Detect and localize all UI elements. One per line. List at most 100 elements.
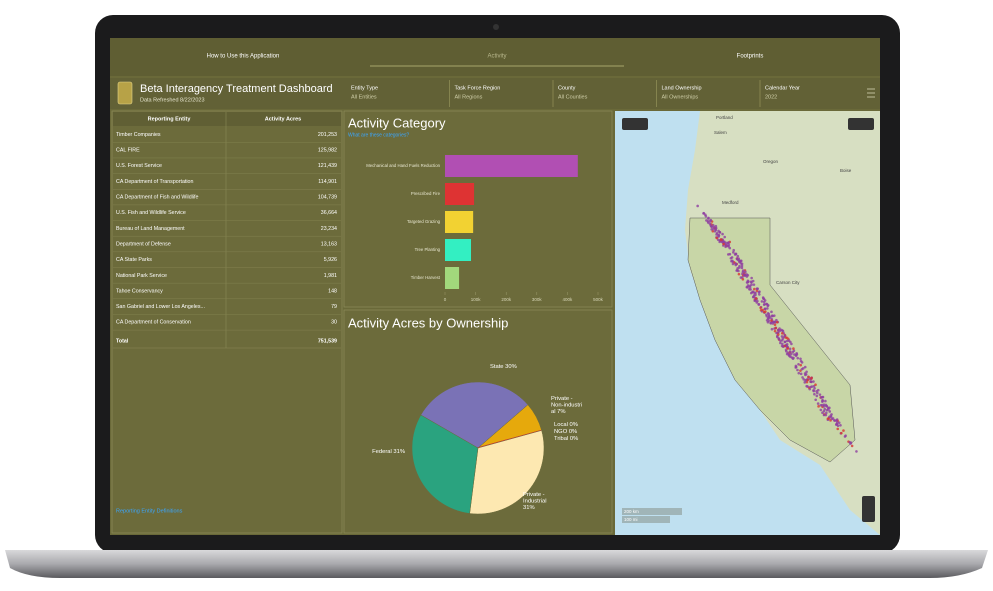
map-point [744,274,747,277]
map-point [791,357,795,361]
row-entity[interactable]: National Park Service [116,273,167,279]
map-point [759,306,762,310]
row-entity[interactable]: CA Department of Fish and Wildlife [116,195,198,201]
map-point [756,287,759,291]
map-point [797,371,801,375]
row-entity[interactable]: San Gabriel and Lower Los Angeles... [116,304,205,310]
map-point [765,313,768,317]
map-point [833,419,836,422]
filter-label[interactable]: Land Ownership [662,85,702,91]
map-point [751,295,755,299]
map-point [741,270,745,274]
map-point [732,251,735,254]
bar[interactable] [445,183,475,205]
x-tick-label: 0 [444,297,447,302]
bar-category: Prescribed Fire [411,191,441,196]
row-entity[interactable]: Tahoe Conservancy [116,288,163,294]
nav-tab[interactable]: How to Use this Application [207,54,280,60]
pie-slice[interactable] [469,430,545,515]
map-point [775,331,778,335]
filter-label[interactable]: Task Force Region [455,85,501,91]
row-entity[interactable]: U.S. Forest Service [116,163,162,169]
row-entity[interactable]: CA Department of Transportation [116,179,193,185]
map-point [781,329,785,333]
map-point [775,320,779,324]
map-point [810,385,814,388]
bar-category: Timber Harvest [411,275,441,280]
map-button[interactable] [622,118,648,130]
filter-value[interactable]: 2022 [765,94,777,100]
filter-value[interactable]: All Regions [455,94,483,100]
map-button[interactable] [848,118,874,130]
filter-label[interactable]: County [558,85,576,91]
pie-slice[interactable] [420,381,529,449]
map-point [813,392,816,396]
chart-title: Activity Acres by Ownership [348,315,508,330]
bar[interactable] [445,155,578,177]
map-point [733,253,737,256]
map-point [812,389,815,392]
map-point [773,320,777,324]
bar[interactable] [445,267,460,289]
map-point [740,264,744,268]
filter-value[interactable]: All Counties [558,94,588,100]
pie-label: Local 0% [554,422,578,428]
filter-label[interactable]: Entity Type [351,85,378,91]
x-tick-label: 400k [563,297,574,302]
pie-label-line: Tribal 0% [554,436,578,442]
map-point [737,266,741,269]
map-point [806,385,809,388]
map-point [737,257,741,261]
map-point [763,307,767,311]
map-point [788,350,792,353]
header-bar [110,78,880,109]
pie-label-line: Non-industri [551,402,582,408]
row-entity[interactable]: Bureau of Land Management [116,226,185,232]
row-entity[interactable]: Department of Defense [116,241,171,247]
map-point [767,316,770,320]
map-point [790,342,793,346]
map-point [766,304,770,308]
map-point [715,233,718,236]
map-point [843,435,847,438]
map-point [777,336,780,340]
filter-value[interactable]: All Entities [351,94,377,100]
pie-slice[interactable] [411,414,479,514]
map-point [737,269,740,273]
bar[interactable] [445,239,472,261]
map-point [855,450,858,453]
map-california [687,217,856,463]
nav-tab[interactable]: Activity [487,54,506,60]
pie-label-line: Private - [523,492,545,498]
map-point [720,240,724,244]
map-point [706,219,710,223]
table-footer-link[interactable]: Reporting Entity Definitions [116,508,183,514]
column-header: Activity Acres [265,116,301,122]
nav-tab[interactable]: Footprints [737,54,764,60]
row-entity[interactable]: Timber Companies [116,132,161,138]
bar[interactable] [445,211,474,233]
chart-subtitle[interactable]: What are these categories? [348,132,409,138]
row-entity[interactable]: CA State Parks [116,257,152,263]
map-point [797,362,800,366]
map-point [800,361,804,364]
map-point [773,329,777,333]
map-point [780,335,784,338]
map[interactable]: Portland Salem Oregon Boise Medford Carson Ci… [615,111,880,535]
row-entity[interactable]: U.S. Fish and Wildlife Service [116,210,186,216]
map-point [715,236,719,240]
map-point [723,235,726,239]
row-acres: 13,163 [321,241,337,247]
row-entity[interactable]: CAL FIRE [116,148,140,154]
map-point [750,281,753,284]
map-point [726,253,730,256]
map-point [737,272,741,276]
map-point [805,370,808,374]
map-place: Oregon [763,159,779,164]
filter-value[interactable]: All Ownerships [662,94,699,100]
menu-icon[interactable] [867,88,875,98]
filter-label[interactable]: Calendar Year [765,85,800,91]
zoom-control[interactable] [862,496,875,522]
row-entity[interactable]: CA Department of Conservation [116,320,191,326]
